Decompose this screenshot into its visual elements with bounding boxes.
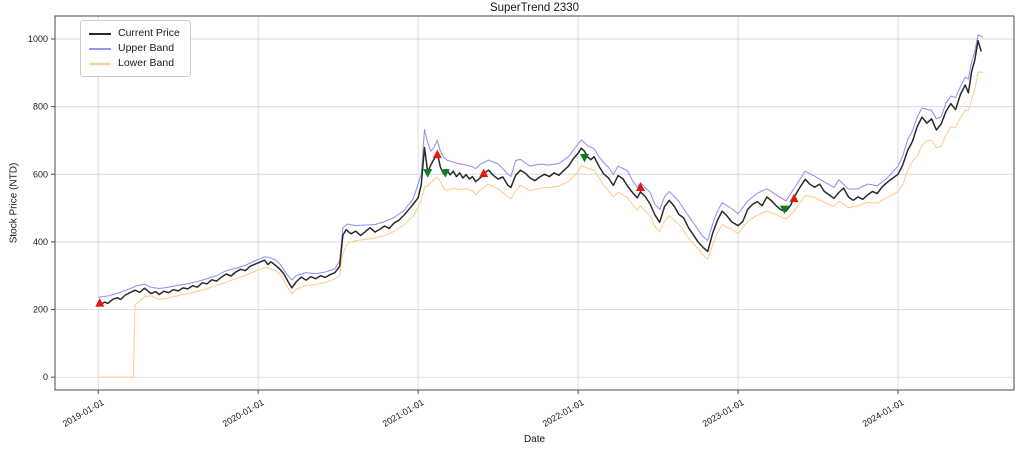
y-tick-label: 600 bbox=[33, 169, 48, 179]
buy-signal-marker bbox=[95, 298, 105, 307]
y-tick-label: 800 bbox=[33, 102, 48, 112]
current-price-line bbox=[97, 39, 982, 305]
x-tick-label: 2022-01-01 bbox=[541, 397, 586, 429]
x-tick-label: 2021-01-01 bbox=[381, 397, 426, 429]
upper-band-line-swatch bbox=[89, 47, 111, 50]
chart-title: SuperTrend 2330 bbox=[489, 2, 580, 14]
sell-signal-marker bbox=[579, 153, 589, 163]
legend-item-upper-band: Upper Band bbox=[89, 41, 180, 56]
buy-signal-marker bbox=[432, 149, 442, 159]
legend-label: Current Price bbox=[118, 27, 180, 39]
lower-band-line-swatch bbox=[89, 62, 111, 65]
y-tick-label: 1000 bbox=[28, 34, 48, 44]
current-price-line-swatch bbox=[89, 32, 111, 35]
y-tick-label: 200 bbox=[33, 305, 48, 315]
legend-item-lower-band: Lower Band bbox=[89, 56, 180, 71]
y-axis-label: Stock Price (NTD) bbox=[8, 162, 20, 244]
legend-label: Upper Band bbox=[118, 42, 175, 54]
sell-signal-marker bbox=[440, 169, 450, 178]
legend-label: Lower Band bbox=[118, 57, 175, 69]
upper-band-line bbox=[98, 34, 984, 298]
sell-signal-marker bbox=[779, 205, 789, 215]
x-axis-label: Date bbox=[523, 434, 546, 445]
buy-signal-marker bbox=[789, 193, 799, 203]
x-tick-label: 2024-01-01 bbox=[861, 397, 906, 429]
x-tick-label: 2020-01-01 bbox=[221, 397, 266, 429]
buy-signal-marker bbox=[479, 168, 489, 178]
sell-signal-marker bbox=[423, 169, 433, 178]
legend: Current Price Upper Band Lower Band bbox=[80, 20, 191, 77]
buy-signal-marker bbox=[635, 182, 645, 191]
plot-border bbox=[54, 15, 1015, 391]
x-tick-label: 2023-01-01 bbox=[701, 397, 746, 429]
lower-band-line bbox=[98, 71, 983, 378]
y-tick-label: 0 bbox=[43, 372, 48, 382]
y-tick-label: 400 bbox=[33, 237, 48, 247]
x-tick-label: 2019-01-01 bbox=[61, 397, 106, 429]
legend-item-current-price: Current Price bbox=[89, 26, 180, 41]
